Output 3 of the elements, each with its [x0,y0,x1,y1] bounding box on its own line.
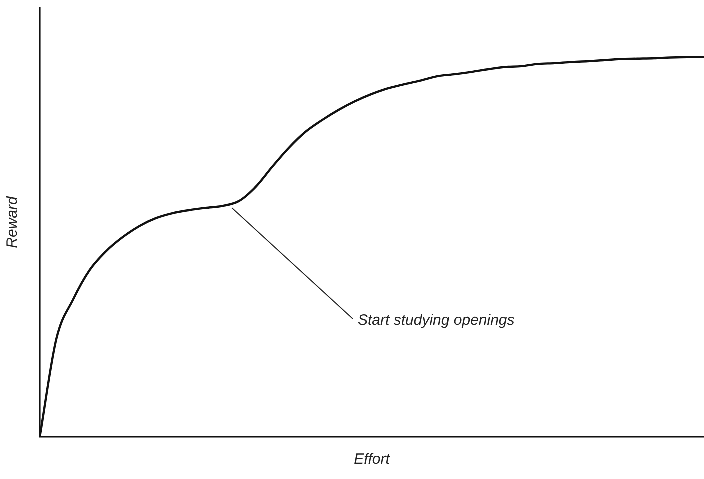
y-axis-title: Reward [4,196,22,248]
x-axis-title: Effort [354,451,391,468]
annotation: Start studying openings [358,312,515,329]
